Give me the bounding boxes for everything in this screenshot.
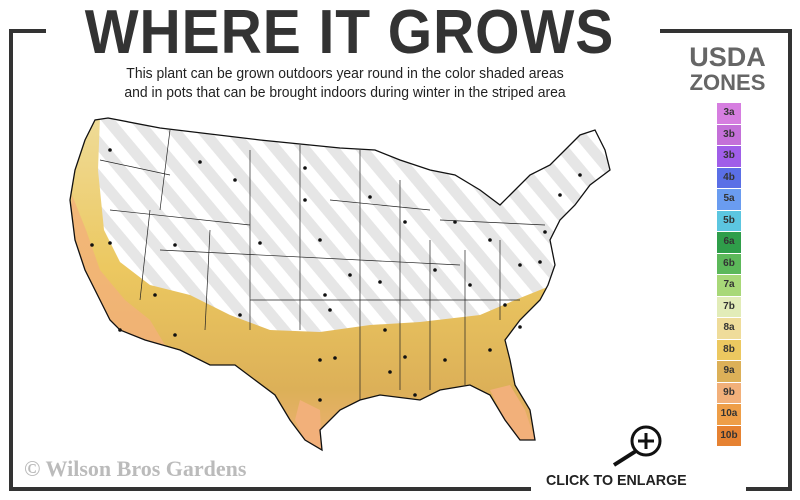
frame-bottom-left	[9, 487, 531, 491]
capital-dot	[258, 241, 262, 245]
magnify-plus-icon[interactable]	[608, 423, 668, 468]
capital-dot	[233, 178, 237, 182]
capital-dot	[558, 193, 562, 197]
legend-zone-3b: 3b	[717, 124, 741, 145]
legend-zone-8a: 8a	[717, 318, 741, 339]
capital-dot	[468, 283, 472, 287]
capital-dot	[323, 293, 327, 297]
capital-dot	[118, 328, 122, 332]
capital-dot	[518, 325, 522, 329]
south-texas-warm-zone	[295, 400, 322, 450]
state-border	[99, 159, 171, 176]
capital-dot	[388, 370, 392, 374]
capital-dot	[378, 280, 382, 284]
capital-dot	[453, 220, 457, 224]
frame-top-left	[9, 29, 46, 33]
state-border	[159, 249, 461, 266]
capital-dot	[433, 268, 437, 272]
legend-title: USDA ZONES	[670, 44, 785, 95]
us-outline	[69, 117, 611, 452]
capital-dot	[538, 260, 542, 264]
state-border	[204, 229, 211, 331]
legend-title-line-1: USDA	[689, 42, 766, 72]
subtitle-line-1: This plant can be grown outdoors year ro…	[126, 65, 564, 82]
capital-dot	[153, 293, 157, 297]
capital-dot	[383, 328, 387, 332]
state-border	[109, 209, 251, 226]
state-border	[439, 219, 546, 226]
subtitle-line-2: and in pots that can be brought indoors …	[124, 84, 566, 101]
legend-zone-5a: 5a	[717, 189, 741, 210]
capital-dot	[303, 198, 307, 202]
frame-right	[788, 29, 792, 491]
capital-dot	[303, 166, 307, 170]
capital-dot	[488, 348, 492, 352]
capital-dot	[318, 238, 322, 242]
state-border	[139, 209, 151, 301]
legend-zone-3b: 3b	[717, 146, 741, 167]
capital-dot	[198, 160, 202, 164]
capital-dot	[503, 303, 507, 307]
capital-dot	[318, 358, 322, 362]
legend-title-line-2: ZONES	[689, 70, 766, 95]
legend-zone-8b: 8b	[717, 339, 741, 360]
legend-zone-9a: 9a	[717, 361, 741, 382]
capital-dot	[318, 398, 322, 402]
capital-dot	[543, 230, 547, 234]
legend-zone-6b: 6b	[717, 253, 741, 274]
capital-dot	[403, 220, 407, 224]
frame-bottom-right	[746, 487, 792, 491]
legend-zone-10a: 10a	[717, 404, 741, 425]
capital-dot	[90, 243, 94, 247]
click-to-enlarge-button[interactable]: CLICK TO ENLARGE	[546, 472, 687, 489]
state-border	[329, 199, 431, 211]
capital-dot	[238, 313, 242, 317]
capital-dot	[368, 195, 372, 199]
capital-dot	[173, 243, 177, 247]
legend-zone-10b: 10b	[717, 425, 741, 446]
zone-legend: 3a 3b 3b 4b 5a 5b 6a 6b 7a 7b 8a 8b 9a 9b 10a 10b	[717, 103, 741, 447]
legend-zone-9b: 9b	[717, 382, 741, 403]
page-title: WHERE IT GROWS	[84, 0, 615, 67]
legend-zone-7b: 7b	[717, 296, 741, 317]
capital-dot	[108, 241, 112, 245]
legend-zone-4b: 4b	[717, 167, 741, 188]
capital-dot	[443, 358, 447, 362]
frame-left	[9, 29, 13, 491]
capital-dot	[518, 263, 522, 267]
capital-dot	[328, 308, 332, 312]
capital-dot	[578, 173, 582, 177]
subtitle: This plant can be grown outdoors year ro…	[80, 64, 610, 102]
west-coast-warm-zone	[70, 195, 165, 345]
capital-dot	[348, 273, 352, 277]
capital-dot	[413, 393, 417, 397]
legend-zone-3a: 3a	[717, 103, 741, 124]
legend-zone-6a: 6a	[717, 232, 741, 253]
frame-top-right	[660, 29, 792, 33]
capital-dot	[173, 333, 177, 337]
capital-dot	[333, 356, 337, 360]
capital-dot	[488, 238, 492, 242]
capital-dot	[108, 148, 112, 152]
capital-dot	[403, 355, 407, 359]
florida-warm-zone	[490, 385, 535, 445]
legend-zone-7a: 7a	[717, 275, 741, 296]
legend-zone-5b: 5b	[717, 210, 741, 231]
copyright-watermark: © Wilson Bros Gardens	[24, 456, 247, 481]
state-border	[159, 129, 171, 211]
